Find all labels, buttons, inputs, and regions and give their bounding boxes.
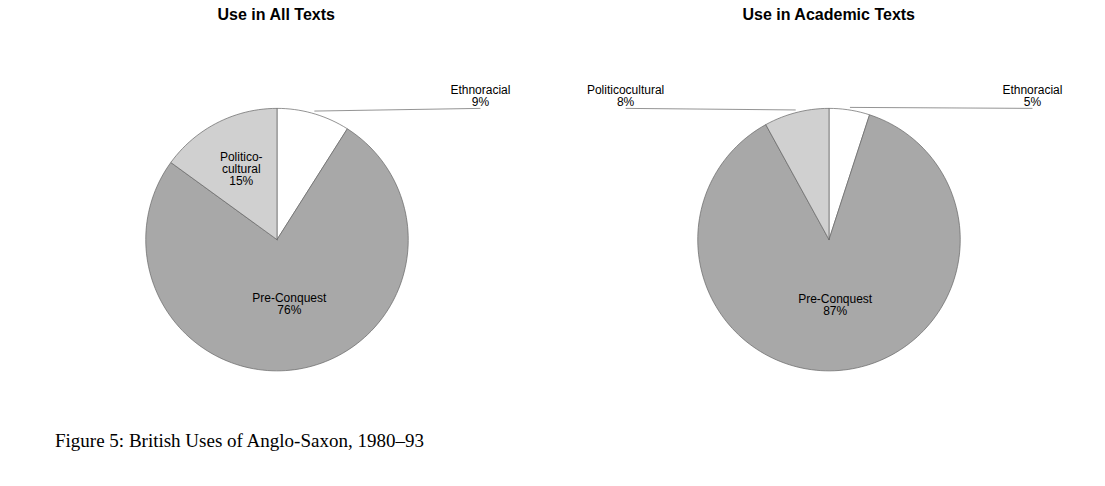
svg-text:Pre-Conquest87%: Pre-Conquest87%: [798, 292, 873, 318]
svg-text:Pre-Conquest76%: Pre-Conquest76%: [252, 291, 327, 317]
html-text:Use in All Texts: Use in All Texts: [217, 6, 335, 23]
html-text:Use in Academic Texts: Use in Academic Texts: [742, 6, 915, 23]
html-text:Figure 5: British Uses of Angl: Figure 5: British Uses of Anglo-Saxon, 1…: [55, 430, 424, 451]
svg-text:Ethnoracial5%: Ethnoracial5%: [1003, 83, 1063, 109]
svg-text:Ethnoracial9%: Ethnoracial9%: [450, 83, 510, 109]
svg-text:Politico-cultural15%: Politico-cultural15%: [220, 150, 263, 188]
svg-text:Politicocultural8%: Politicocultural8%: [587, 83, 664, 109]
